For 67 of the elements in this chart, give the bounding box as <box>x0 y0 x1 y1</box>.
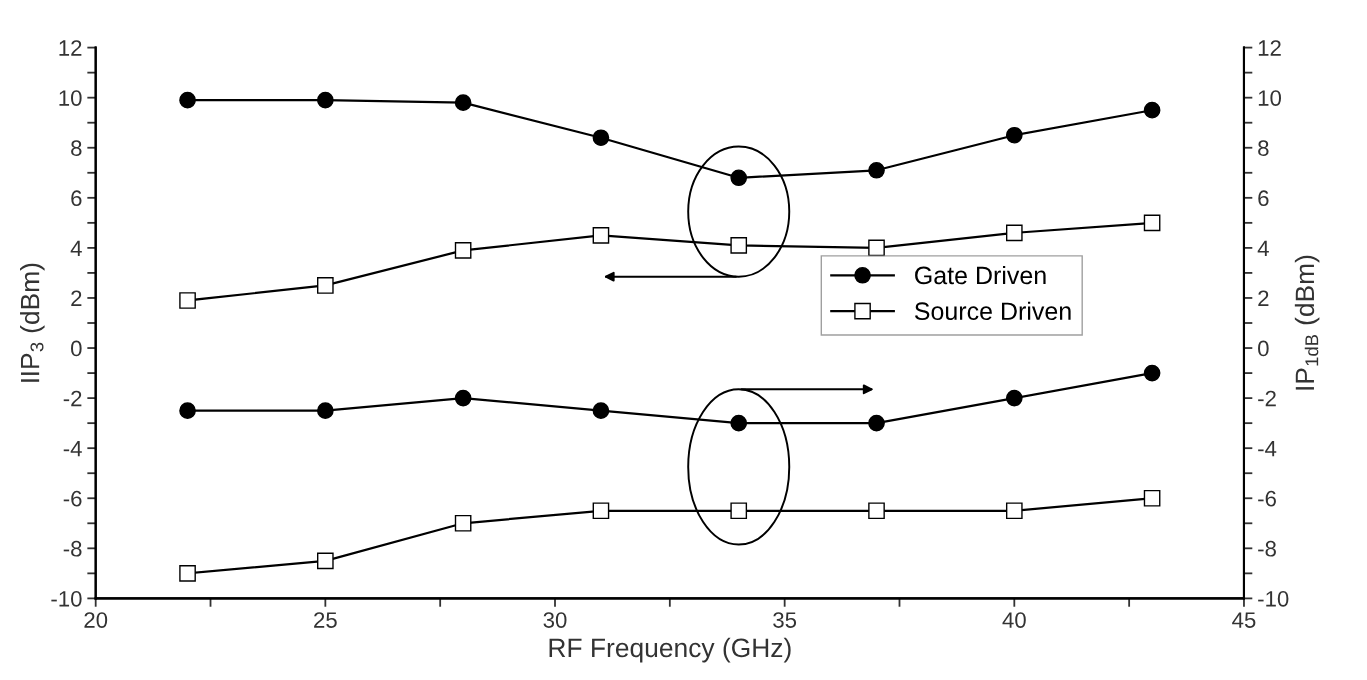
point <box>317 277 334 294</box>
y-tick-label: 8 <box>71 140 82 157</box>
x-tick-label: 20 <box>84 612 108 628</box>
point <box>1005 502 1023 520</box>
point <box>730 237 748 254</box>
point <box>730 169 748 187</box>
point <box>592 129 610 147</box>
point <box>317 552 334 570</box>
point <box>592 227 610 244</box>
y2-tick-label: 10 <box>1258 90 1282 106</box>
point <box>592 402 610 419</box>
y-tick-label: -10 <box>51 590 82 607</box>
point <box>317 402 334 419</box>
y-tick-label: -6 <box>63 490 82 507</box>
point <box>868 161 885 179</box>
point <box>868 414 885 432</box>
y-tick-label: -4 <box>63 440 82 457</box>
y2-tick-label: -6 <box>1258 490 1276 507</box>
y-tick-label: 2 <box>71 290 82 307</box>
x-tick-label: 35 <box>773 612 797 628</box>
point <box>454 389 472 407</box>
y2-tick-label: -2 <box>1258 390 1276 407</box>
x-tick-label: 45 <box>1232 612 1256 628</box>
legend-label: Source Driven <box>914 301 1071 321</box>
y-tick-label: 6 <box>71 190 82 207</box>
point <box>317 91 334 109</box>
point <box>179 292 196 309</box>
point <box>179 91 196 109</box>
point <box>1005 389 1023 407</box>
point <box>179 402 196 419</box>
legend-label: Gate Driven <box>915 265 1046 285</box>
y2-tick-label: 6 <box>1258 190 1269 207</box>
x-tick-label: 25 <box>314 612 337 628</box>
y2-tick-label: 12 <box>1258 40 1281 56</box>
point <box>1143 489 1161 507</box>
point <box>179 565 196 582</box>
point <box>1005 126 1023 144</box>
y-tick-label: 4 <box>70 240 82 256</box>
y2-tick-label: -10 <box>1258 590 1289 607</box>
y-tick-label: -2 <box>63 390 82 407</box>
point <box>868 239 885 257</box>
point <box>1143 101 1161 119</box>
y2-tick-label: 0 <box>1258 340 1269 357</box>
point <box>1143 364 1161 382</box>
y2-tick-label: -8 <box>1258 540 1276 557</box>
point <box>868 502 885 520</box>
point <box>592 502 610 520</box>
y-tick-label: -8 <box>63 540 82 557</box>
y2-axis-title: IP$_{1dB}$ (dBm) <box>1294 255 1320 390</box>
y2-tick-label: -4 <box>1258 440 1277 457</box>
y2-tick-label: 8 <box>1258 140 1269 157</box>
point <box>454 242 472 259</box>
point <box>1005 224 1023 242</box>
y-tick-label: 0 <box>71 340 82 357</box>
point <box>730 502 748 520</box>
point <box>454 514 472 532</box>
point <box>730 414 748 432</box>
point <box>454 94 472 112</box>
y2-tick-label: 2 <box>1258 290 1269 307</box>
y-axis-title: IIP$_{3}$ (dBm) <box>20 263 45 382</box>
point <box>1143 214 1161 232</box>
y-tick-label: 12 <box>59 40 82 56</box>
x-tick-label: 40 <box>1002 612 1026 628</box>
x-tick-label: 30 <box>543 612 567 628</box>
y-tick-label: 10 <box>59 90 82 106</box>
y2-tick-label: 4 <box>1257 240 1269 256</box>
x-axis-title: RF Frequency (GHz) <box>549 637 791 663</box>
